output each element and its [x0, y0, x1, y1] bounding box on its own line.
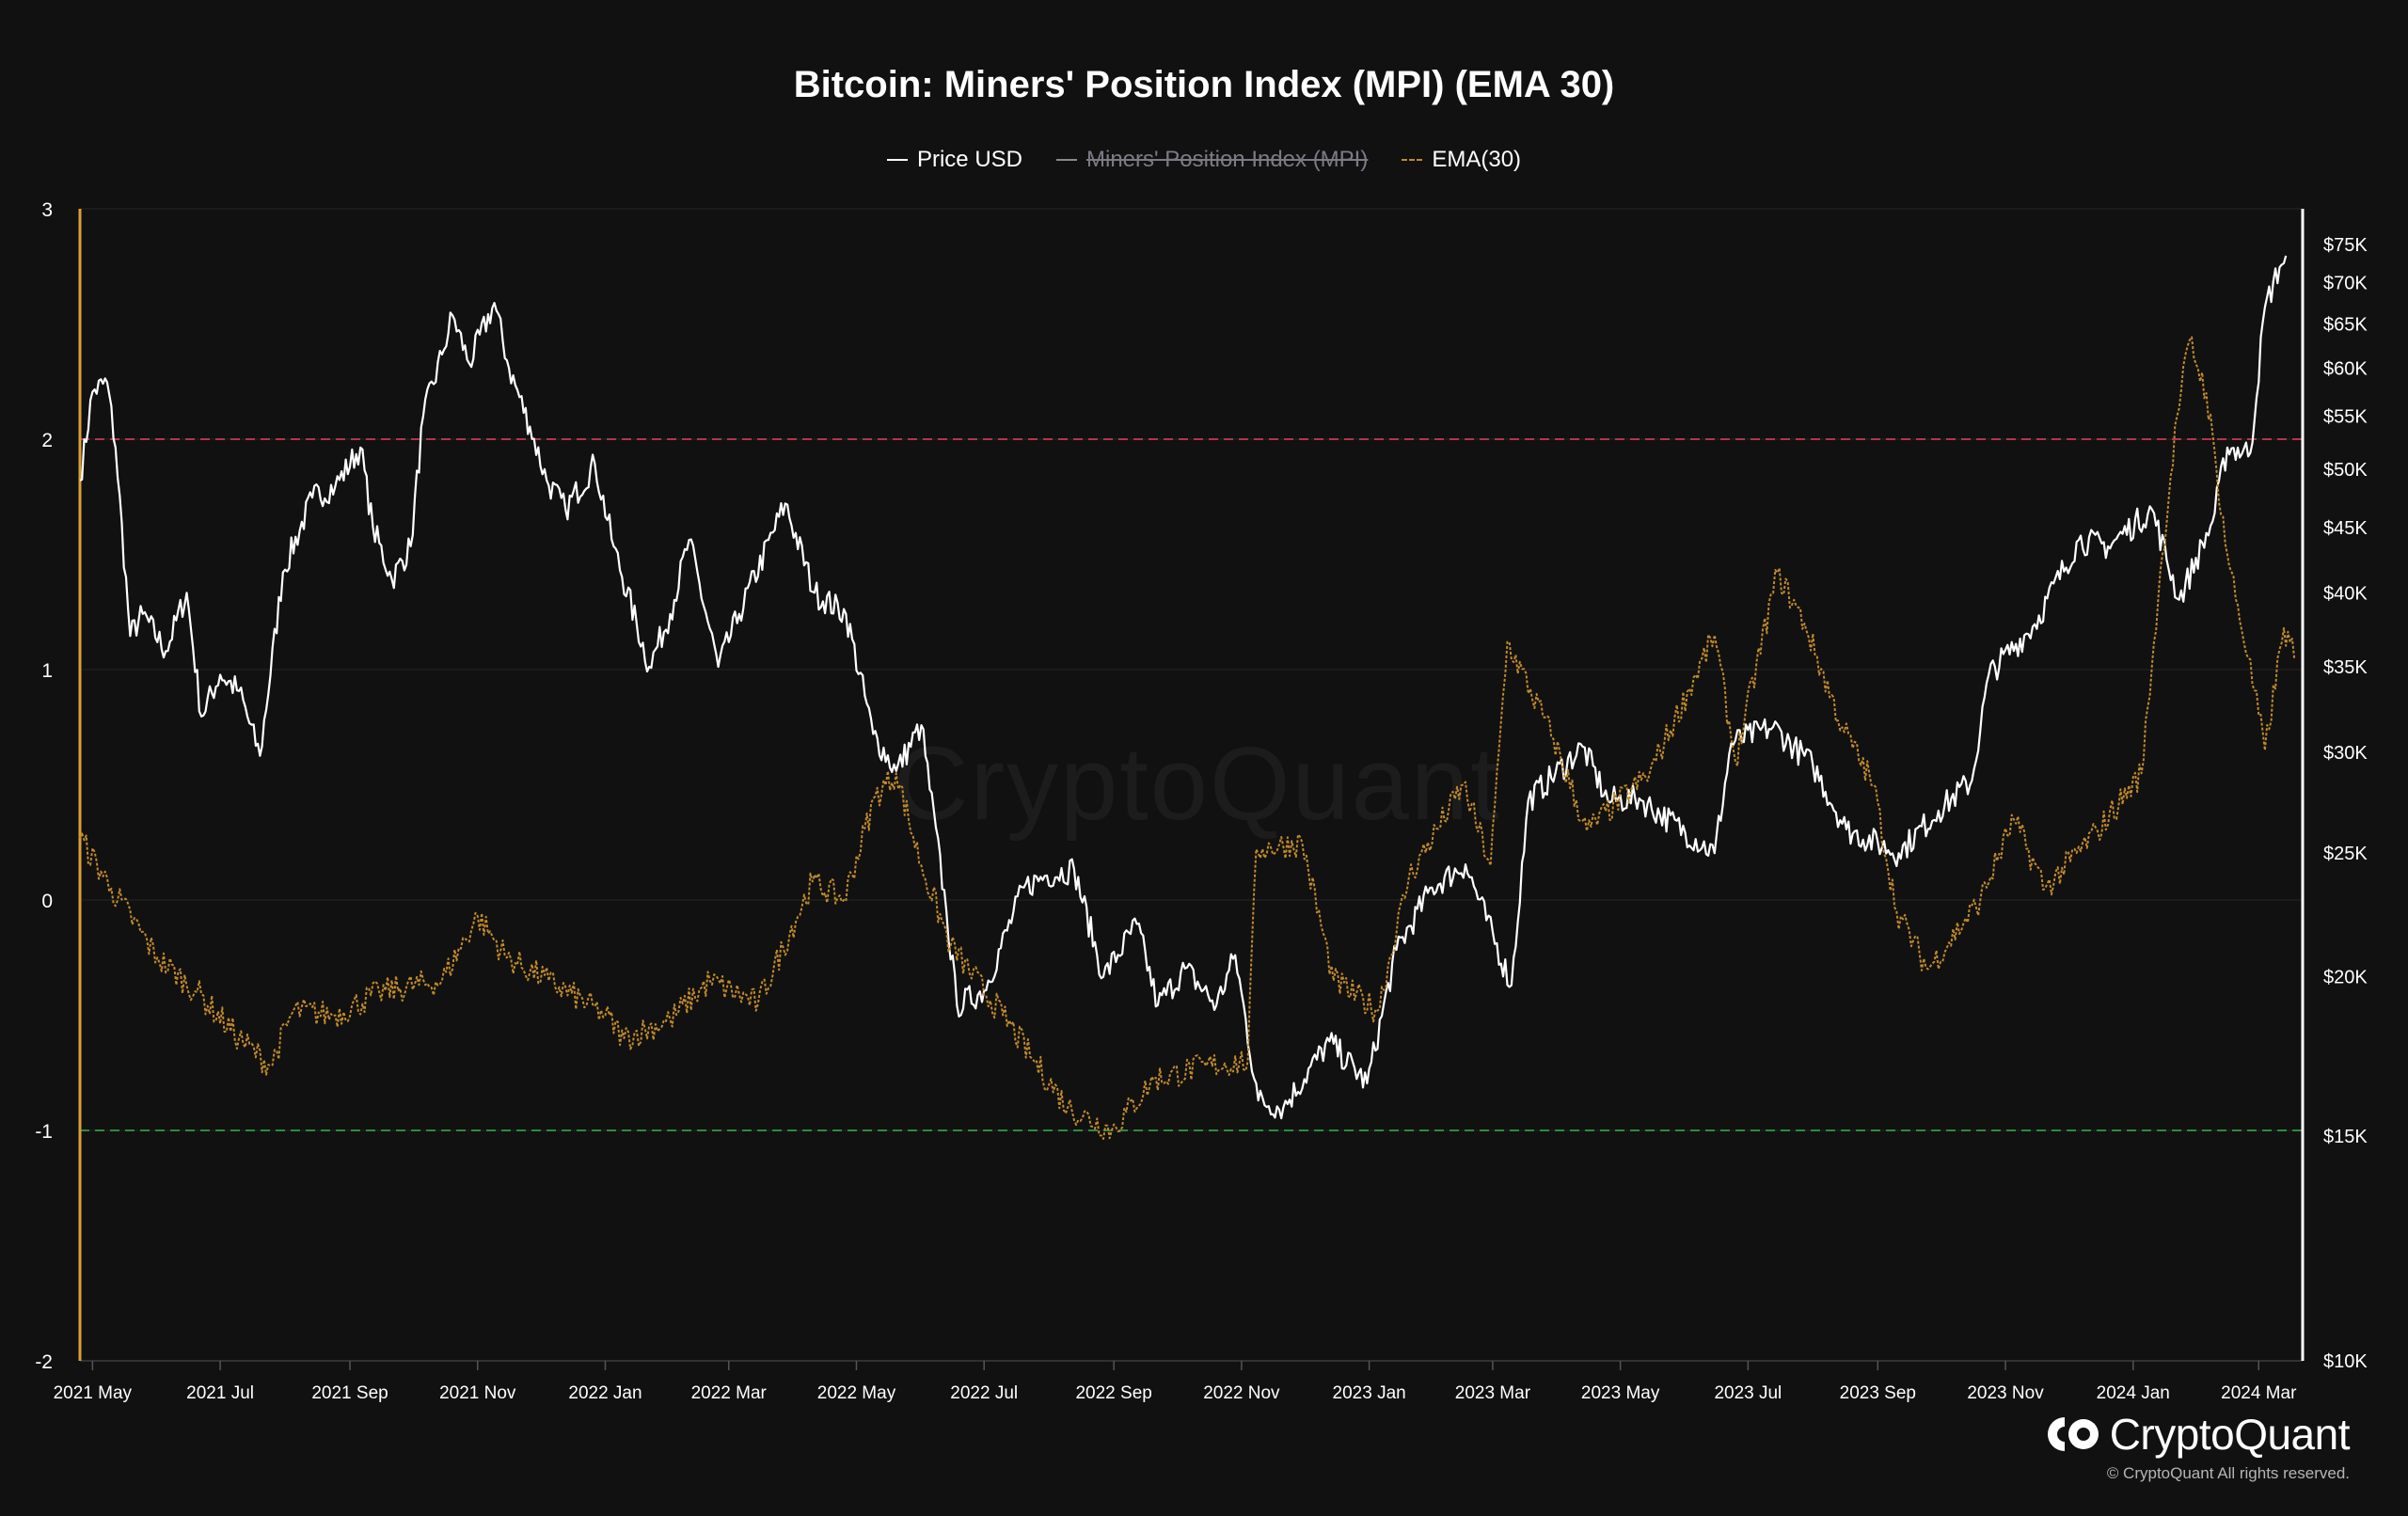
x-tick-label: 2024 Jan: [2097, 1383, 2170, 1403]
axis-layer: 3 2 1 0 -1 -2 $10K $15K $20K $25K $30K $35K $40K $45K…: [35, 199, 2368, 1403]
x-tick-label: 2023 May: [1581, 1383, 1660, 1403]
mpi-line-swatch-icon: [1056, 159, 1077, 161]
legend-item-price[interactable]: Price USD: [886, 147, 1022, 173]
cryptoquant-logo-icon: [2047, 1417, 2099, 1451]
legend-item-ema[interactable]: EMA(30): [1402, 147, 1521, 173]
price-line-swatch-icon: [886, 159, 908, 161]
threshold-layer: [80, 438, 2303, 1131]
x-tick-label: 2022 Mar: [691, 1383, 768, 1403]
x-tick-label: 2022 Sep: [1075, 1383, 1151, 1403]
logo-text: CryptoQuant: [2109, 1410, 2351, 1459]
y-right-tick-label: $60K: [2323, 358, 2368, 379]
x-tick-label: 2021 Sep: [311, 1383, 388, 1403]
legend-item-mpi[interactable]: Miners' Position Index (MPI): [1056, 147, 1368, 173]
y-right-tick-label: $35K: [2323, 657, 2368, 678]
x-tick-label: 2022 Jan: [568, 1383, 642, 1403]
x-tick-label: 2023 Nov: [1967, 1383, 2044, 1403]
legend-label-price: Price USD: [916, 147, 1022, 172]
y-right-tick-label: $10K: [2323, 1351, 2368, 1372]
series-layer: [79, 255, 2296, 1140]
y-left-tick-label: -1: [35, 1121, 53, 1143]
y-right-tick-label: $45K: [2323, 518, 2368, 539]
x-tick-label: 2021 Nov: [439, 1383, 516, 1403]
y-right-tick-label: $70K: [2323, 274, 2368, 294]
y-right-tick-label: $55K: [2323, 407, 2368, 428]
x-tick-label: 2022 Nov: [1203, 1383, 1280, 1403]
y-left-tick-label: -2: [35, 1351, 53, 1373]
x-tick-label: 2021 Jul: [186, 1383, 254, 1403]
legend: Price USD Miners' Position Index (MPI) E…: [0, 147, 2408, 173]
y-right-tick-label: $75K: [2323, 235, 2368, 256]
y-right-tick-label: $30K: [2323, 743, 2368, 764]
chart-title: Bitcoin: Miners' Position Index (MPI) (E…: [793, 64, 1615, 105]
y-right-tick-label: $40K: [2323, 583, 2368, 604]
y-left-tick-label: 1: [41, 660, 53, 682]
y-right-tick-label: $65K: [2323, 314, 2368, 335]
x-tick-label: 2024 Mar: [2221, 1383, 2297, 1403]
y-left-tick-label: 3: [41, 199, 53, 221]
watermark: CryptoQuant: [894, 726, 1501, 842]
y-left-tick-label: 0: [41, 891, 53, 912]
ema30-line: [79, 336, 2296, 1140]
y-right-tick-label: $50K: [2323, 460, 2368, 481]
legend-label-ema: EMA(30): [1432, 147, 1522, 172]
y-right-tick-label: $20K: [2323, 968, 2368, 988]
ema-line-swatch-icon: [1402, 159, 1423, 161]
x-tick-label: 2023 Mar: [1455, 1383, 1531, 1403]
x-tick-label: 2022 May: [817, 1383, 896, 1403]
x-tick-label: 2022 Jul: [950, 1383, 1018, 1403]
y-left-tick-label: 2: [41, 430, 53, 451]
price-usd-line: [79, 255, 2288, 1120]
x-tick-label: 2023 Jan: [1333, 1383, 1406, 1403]
y-right-tick-label: $15K: [2323, 1127, 2368, 1147]
legend-label-mpi: Miners' Position Index (MPI): [1086, 147, 1369, 172]
y-right-tick-label: $25K: [2323, 844, 2368, 864]
x-tick-label: 2021 May: [54, 1383, 133, 1403]
x-tick-label: 2023 Sep: [1840, 1383, 1916, 1403]
copyright: © CryptoQuant All rights reserved.: [2106, 1464, 2350, 1482]
logo: CryptoQuant: [2046, 1409, 2351, 1460]
x-tick-label: 2023 Jul: [1714, 1383, 1782, 1403]
